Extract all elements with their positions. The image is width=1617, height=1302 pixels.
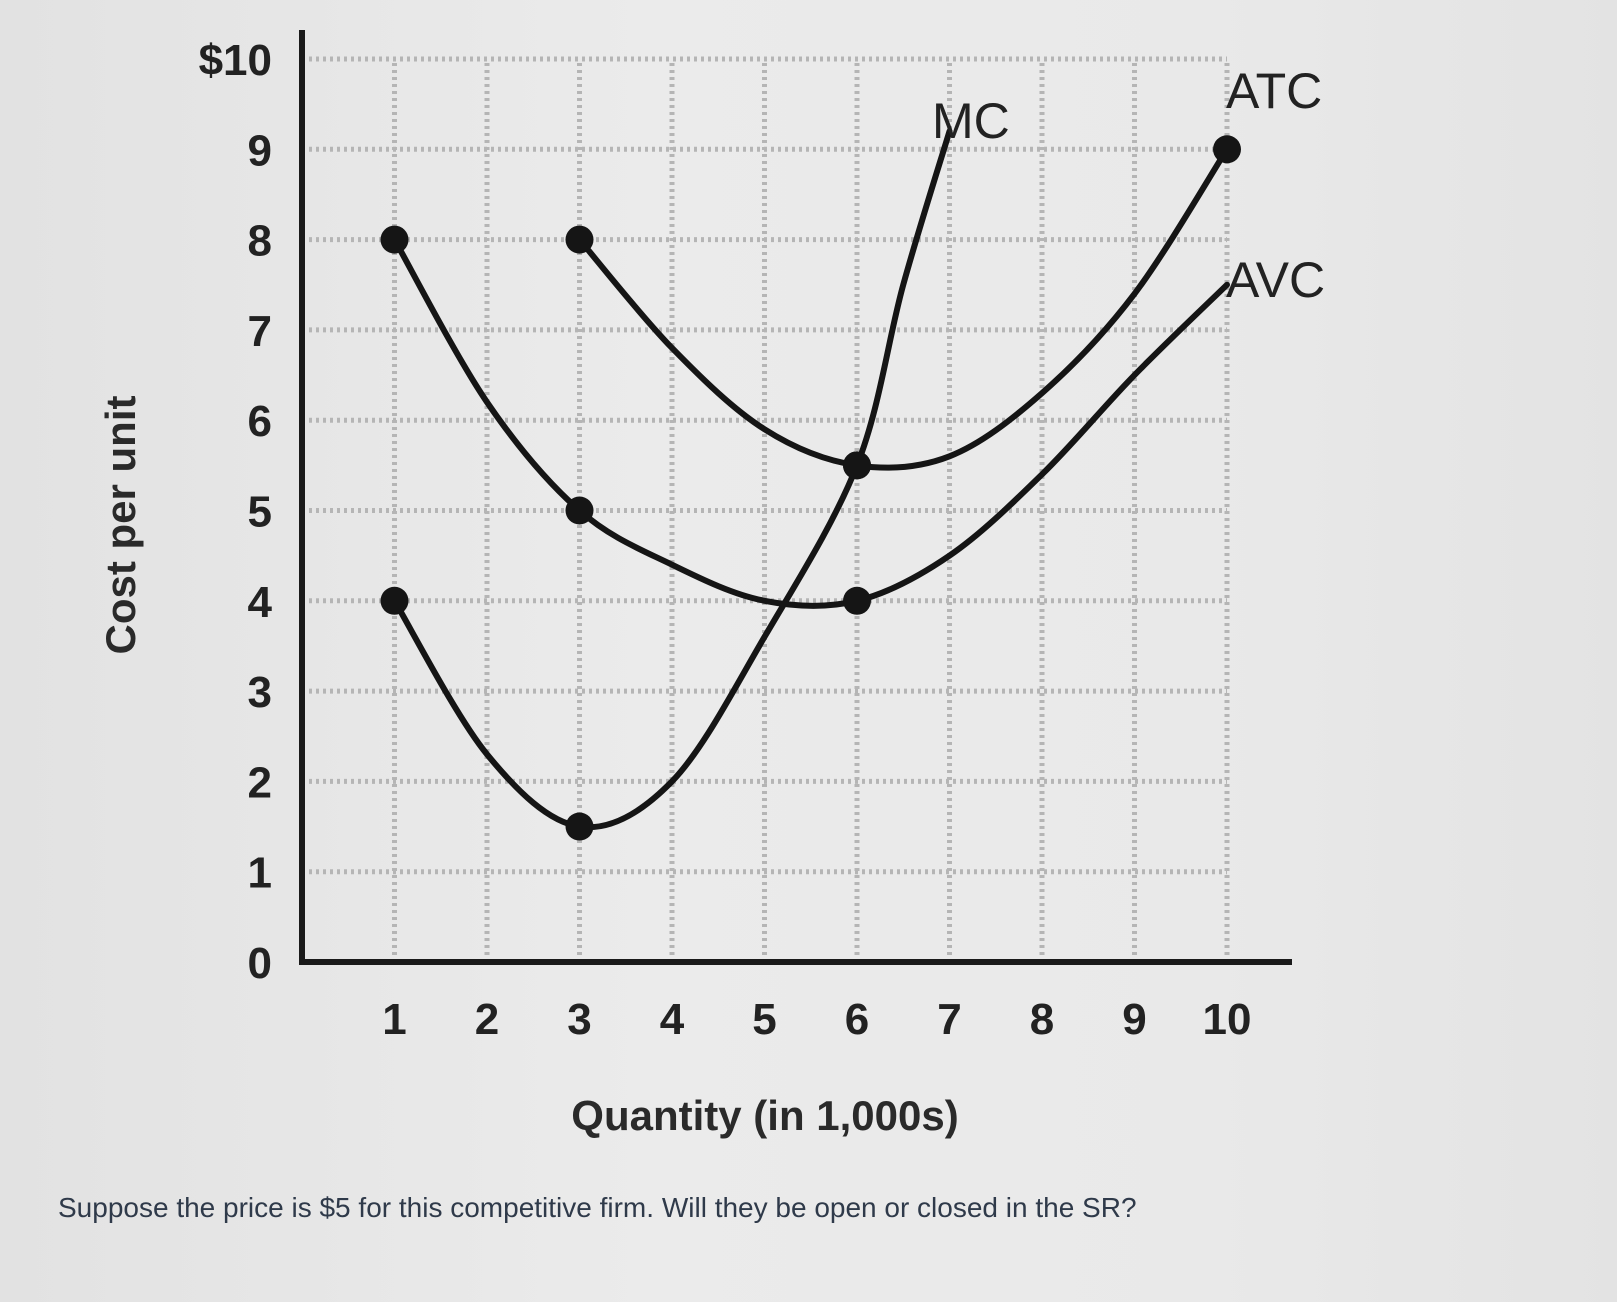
grid — [302, 56, 1230, 962]
y-tick-label: 1 — [248, 849, 272, 898]
atc-label: ATC — [1226, 63, 1322, 119]
axes — [299, 30, 1292, 965]
y-tick-label: 6 — [248, 397, 272, 446]
y-axis-title: Cost per unit — [97, 395, 144, 654]
mc-data-point — [565, 812, 594, 841]
avc-curve — [391, 236, 1230, 609]
y-tick-label: 7 — [248, 307, 272, 356]
x-tick-label: 2 — [475, 995, 499, 1044]
avc-data-point — [565, 496, 594, 525]
x-tick-label: 8 — [1030, 995, 1054, 1044]
y-tick-label: 4 — [248, 578, 273, 627]
mc-data-point — [380, 586, 409, 615]
avc-label: AVC — [1226, 252, 1325, 308]
x-tick-label: 4 — [660, 995, 685, 1044]
x-tick-label: 6 — [845, 995, 869, 1044]
avc-data-point — [380, 225, 409, 254]
y-tick-label: 5 — [248, 488, 272, 537]
atc-data-point — [843, 451, 871, 480]
x-tick-label: 7 — [937, 995, 961, 1044]
curve-markers — [380, 135, 1241, 841]
mc-curve — [391, 128, 953, 831]
x-axis-title: Quantity (in 1,000s) — [571, 1092, 958, 1139]
question-text: Suppose the price is $5 for this competi… — [58, 1192, 1137, 1223]
mc-label: MC — [932, 93, 1010, 149]
avc-data-point — [843, 586, 871, 615]
atc-curve — [576, 146, 1230, 471]
curve-labels: MC ATC AVC — [932, 63, 1325, 308]
x-tick-label: 5 — [752, 995, 776, 1044]
y-tick-label: 0 — [248, 939, 272, 988]
y-tick-label: 2 — [248, 758, 272, 807]
x-tick-label: 10 — [1203, 995, 1252, 1044]
atc-data-point — [565, 225, 594, 254]
y-tick-label: $10 — [199, 36, 272, 85]
y-tick-label: 8 — [248, 217, 272, 266]
y-tick-label: 3 — [248, 668, 272, 717]
x-tick-label: 1 — [382, 995, 406, 1044]
x-tick-label: 3 — [567, 995, 591, 1044]
x-tick-label: 9 — [1122, 995, 1146, 1044]
tick-labels: 0 1 2 3 4 5 6 7 8 9 $10 1 2 3 4 5 6 7 8 9 10 — [199, 36, 1252, 1044]
y-tick-label: 9 — [248, 126, 272, 175]
curves — [391, 128, 1230, 831]
atc-data-point — [1213, 135, 1241, 164]
